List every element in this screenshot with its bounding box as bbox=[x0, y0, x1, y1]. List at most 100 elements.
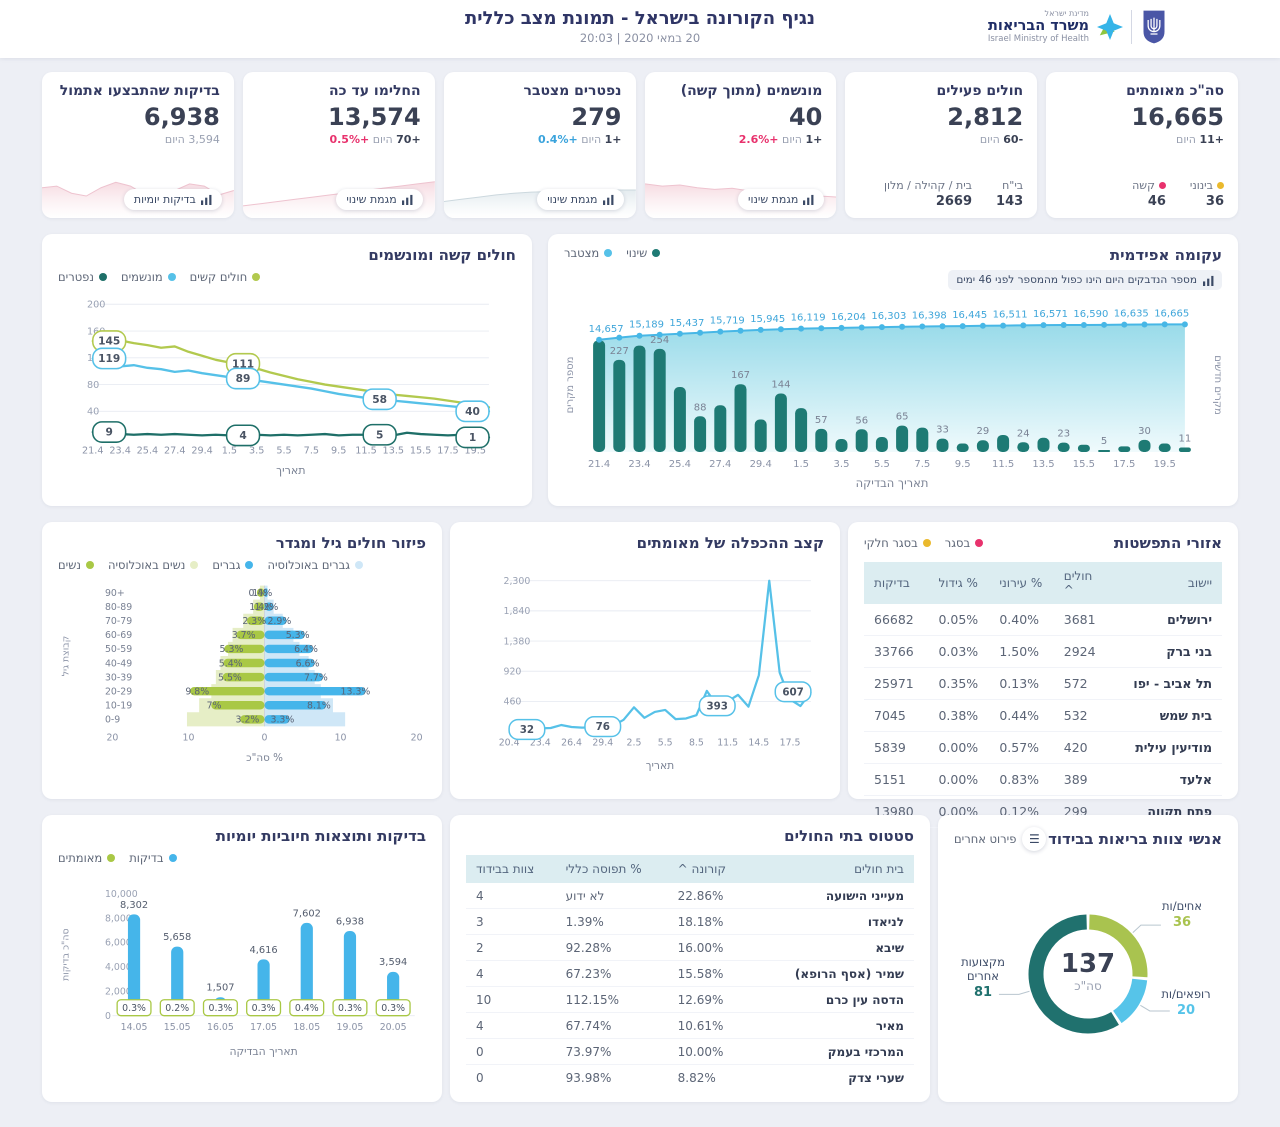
svg-text:6.4%: 6.4% bbox=[294, 644, 318, 655]
donut-label-nurses: אחים/ות 36 bbox=[1162, 899, 1202, 930]
daily-tests-button[interactable]: בדיקות יומיות bbox=[123, 189, 222, 210]
legend-item[interactable]: גברים באוכלוסיה bbox=[267, 558, 363, 572]
svg-text:5.5: 5.5 bbox=[658, 738, 673, 749]
column-header[interactable]: יישוב bbox=[1114, 562, 1222, 604]
hospitals-table: בית חולים קורונה ^% תפוסה כללי צוות בבידוד… bbox=[466, 855, 914, 1090]
legend-item[interactable]: בסגר חלקי bbox=[864, 536, 931, 550]
svg-text:5.5%: 5.5% bbox=[218, 672, 242, 683]
legend-item[interactable]: חולים קשים bbox=[190, 270, 261, 284]
column-header[interactable]: בדיקות bbox=[864, 562, 929, 604]
column-header[interactable]: צוות בבידוד bbox=[466, 855, 556, 883]
legend-item[interactable]: מונשמים bbox=[121, 270, 176, 284]
svg-text:16,571: 16,571 bbox=[1033, 309, 1068, 320]
legend-item[interactable]: מאומתים bbox=[58, 851, 116, 865]
svg-text:145: 145 bbox=[98, 335, 120, 348]
table-cell: 18.18% bbox=[667, 908, 767, 935]
legend-item[interactable]: נשים bbox=[58, 558, 94, 572]
svg-text:1.4%: 1.4% bbox=[249, 602, 273, 613]
svg-text:58: 58 bbox=[372, 393, 387, 406]
legend-item[interactable]: שינוי bbox=[626, 246, 661, 260]
chart-legend: גברים באוכלוסיה גברים נשים באוכלוסיה נשים bbox=[58, 558, 426, 572]
svg-text:65: 65 bbox=[896, 412, 909, 423]
legend-dot bbox=[354, 561, 363, 569]
kpi-value: 16,665 bbox=[1131, 102, 1224, 131]
legend-item[interactable]: מצטבר bbox=[564, 246, 613, 260]
svg-text:29.4: 29.4 bbox=[191, 446, 213, 457]
legend-item[interactable]: נפטרים bbox=[58, 270, 107, 284]
table-cell: 92.28% bbox=[555, 934, 668, 961]
svg-text:14.5: 14.5 bbox=[748, 738, 769, 749]
column-header[interactable]: בית חולים bbox=[766, 855, 914, 883]
trend-button[interactable]: מגמת שינוי bbox=[336, 189, 423, 210]
svg-text:0.4%: 0.4% bbox=[295, 1003, 319, 1014]
svg-text:13.5: 13.5 bbox=[1032, 459, 1054, 470]
svg-text:80: 80 bbox=[87, 380, 99, 391]
svg-text:קבוצת גיל: קבוצת גיל bbox=[60, 636, 71, 677]
svg-text:11.5: 11.5 bbox=[355, 446, 377, 457]
column-header[interactable]: % עירוני bbox=[989, 562, 1054, 604]
table-cell: ירושלים bbox=[1114, 604, 1222, 636]
svg-text:1,380: 1,380 bbox=[503, 636, 530, 647]
table-cell: 7045 bbox=[864, 699, 929, 732]
kpi-title: חולים פעילים bbox=[936, 83, 1024, 99]
svg-text:תאריך: תאריך bbox=[276, 464, 305, 477]
svg-text:9: 9 bbox=[106, 426, 113, 439]
svg-text:160: 160 bbox=[87, 326, 105, 337]
column-header[interactable]: % גידול bbox=[928, 562, 990, 604]
trend-button[interactable]: מגמת שינוי bbox=[738, 189, 825, 210]
legend-dot bbox=[107, 854, 116, 862]
kpi-delta: -60 היום bbox=[979, 132, 1024, 146]
others-detail-button[interactable]: ☰ פירוט אחרים bbox=[954, 827, 1047, 851]
table-cell: 0.35% bbox=[928, 667, 990, 700]
table-cell: 0 bbox=[466, 1038, 556, 1065]
bar-chart-icon bbox=[602, 194, 613, 205]
svg-text:5.4%: 5.4% bbox=[219, 658, 243, 669]
legend-dot bbox=[652, 249, 661, 257]
kpi-card-ventilated: מונשמים (מתוך קשה) 40 +1 היום +2.6% מגמת… bbox=[644, 72, 837, 218]
severe-ventilated-card: חולים קשה ומונשמים חולים קשים מונשמים נפטר… bbox=[42, 234, 532, 506]
table-cell: תל אביב - יפו bbox=[1114, 667, 1222, 700]
legend-dot bbox=[604, 249, 613, 257]
svg-text:29.4: 29.4 bbox=[592, 738, 613, 749]
moh-star-icon bbox=[1097, 14, 1123, 40]
donut-label-others: מקצועות אחרים 81 bbox=[961, 955, 1005, 1000]
chart-legend: בדיקות מאומתים bbox=[58, 851, 426, 865]
epidemic-chart: 227 254 88 167 144 57 56 65 33 29 24 23 5 30 11 14,657 1… bbox=[565, 308, 1222, 490]
table-cell: 572 bbox=[1053, 667, 1115, 700]
svg-text:40-49: 40-49 bbox=[105, 658, 132, 669]
age-gender-chart: 1%0.4% +90 1.4%1.2% 80-89 2.3% 2.9% 70-79 3.7% 5… bbox=[60, 585, 423, 764]
svg-text:10: 10 bbox=[335, 732, 347, 743]
svg-text:16,590: 16,590 bbox=[1073, 309, 1108, 320]
svg-text:20: 20 bbox=[106, 732, 118, 743]
table-row: ירושלים 3681 0.40% 0.05% 66682 bbox=[864, 604, 1222, 636]
app-header: נגיף הקורונה בישראל - תמונת מצב כללית 20… bbox=[0, 0, 1280, 58]
page-title-block: נגיף הקורונה בישראל - תמונת מצב כללית 20… bbox=[0, 8, 1280, 45]
legend-item[interactable]: נשים באוכלוסיה bbox=[108, 558, 199, 572]
table-cell: 2 bbox=[466, 934, 556, 961]
table-cell: 112.15% bbox=[555, 986, 668, 1013]
kpi-breakdown: בי"ח 143 בית / קהילה / מלון 2669 bbox=[859, 179, 1023, 209]
table-cell: אלעד bbox=[1114, 763, 1222, 796]
breakdown-moderate: בינוני 36 bbox=[1189, 179, 1224, 209]
legend-dot bbox=[190, 561, 199, 569]
column-header[interactable]: קורונה ^ bbox=[667, 855, 767, 883]
column-header[interactable]: חולים ^ bbox=[1053, 562, 1115, 604]
svg-text:1,507: 1,507 bbox=[206, 983, 234, 994]
table-cell: בני ברק bbox=[1114, 635, 1222, 668]
legend-item[interactable]: גברים bbox=[212, 558, 254, 572]
svg-text:254: 254 bbox=[650, 335, 669, 346]
table-row: שיבא 16.00% 92.28% 2 bbox=[466, 934, 914, 961]
kpi-row: סה"כ מאומתים 16,665 +11 היום בינוני 36 ק… bbox=[42, 72, 1238, 218]
svg-text:70-79: 70-79 bbox=[105, 616, 132, 627]
kpi-delta: +70 היום +0.5% bbox=[329, 132, 421, 146]
column-header[interactable]: % תפוסה כללי bbox=[555, 855, 668, 883]
svg-text:0.3%: 0.3% bbox=[338, 1003, 362, 1014]
israel-emblem-icon bbox=[1143, 10, 1165, 44]
svg-text:7.5: 7.5 bbox=[304, 446, 319, 457]
legend-item[interactable]: בדיקות bbox=[129, 851, 177, 865]
table-cell: 0.44% bbox=[989, 699, 1054, 732]
trend-button[interactable]: מגמת שינוי bbox=[537, 189, 624, 210]
legend-item[interactable]: בסגר bbox=[945, 536, 984, 550]
table-cell: 0.00% bbox=[928, 731, 990, 764]
